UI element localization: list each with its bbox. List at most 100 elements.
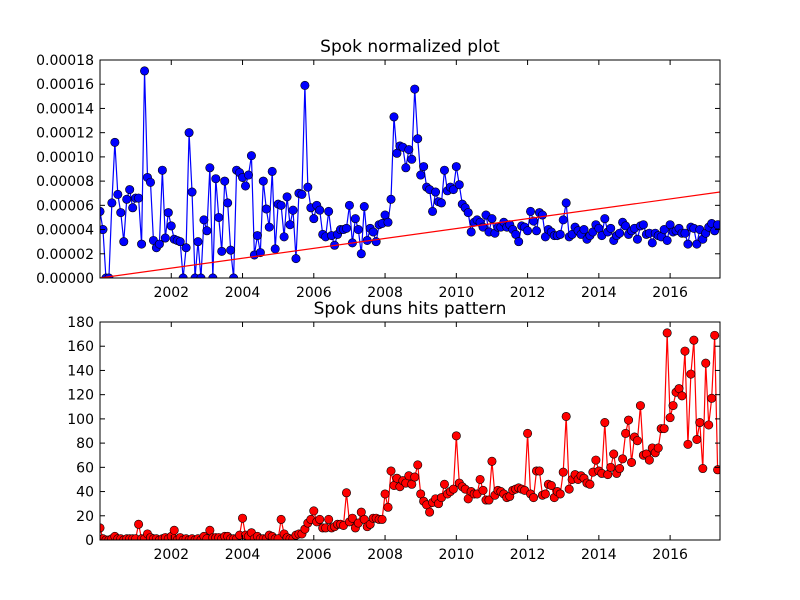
data-point <box>341 488 351 498</box>
x-tick-label: 2004 <box>225 547 261 563</box>
series-hits <box>100 328 720 540</box>
data-point <box>282 192 292 202</box>
data-point <box>692 434 702 444</box>
data-point <box>425 507 435 517</box>
data-point <box>529 493 539 503</box>
data-point <box>211 174 221 184</box>
data-point <box>276 514 286 524</box>
data-point <box>561 198 571 208</box>
data-point <box>555 229 565 239</box>
x-tick-label: 2016 <box>652 285 688 301</box>
y-tick-label: 140 <box>67 363 94 379</box>
data-point <box>122 194 132 204</box>
x-tick-label: 2006 <box>296 285 332 301</box>
y-tick-label: 0.00012 <box>36 126 94 142</box>
top-chart-plot: 0.00000 0.00002 0.00004 0.00006 0.00008 0.000… <box>36 53 721 301</box>
data-point <box>419 162 429 172</box>
y-tick-label: 160 <box>67 339 94 355</box>
data-point <box>324 206 334 216</box>
data-point <box>713 220 720 230</box>
data-point <box>377 514 387 524</box>
data-point <box>653 443 663 453</box>
data-point <box>291 254 301 264</box>
data-point <box>368 227 378 237</box>
data-point <box>410 472 420 482</box>
y-tick-label: 100 <box>67 412 94 428</box>
data-point <box>680 346 690 356</box>
y-tick-label: 40 <box>76 485 94 501</box>
y-tick-label: 0.00014 <box>36 101 94 117</box>
data-point <box>659 424 669 434</box>
data-point <box>288 205 298 215</box>
top-chart: Spok normalized plot 0.000000.000020.000… <box>36 37 721 301</box>
data-point <box>252 231 262 241</box>
data-point <box>484 495 494 505</box>
data-point <box>591 455 601 465</box>
x-tick-label: 2016 <box>652 547 688 563</box>
data-point <box>487 214 497 224</box>
data-point <box>585 479 595 489</box>
data-point <box>680 228 690 238</box>
data-point <box>698 464 708 474</box>
data-point <box>175 237 185 247</box>
data-point <box>347 513 357 523</box>
x-tick-label: 2008 <box>367 547 403 563</box>
data-point <box>695 418 705 428</box>
y-tick-label: 120 <box>67 388 94 404</box>
data-point <box>315 514 325 524</box>
data-point <box>344 200 354 210</box>
data-point <box>710 330 720 340</box>
data-point <box>413 460 423 470</box>
data-point <box>704 420 714 430</box>
data-point <box>140 66 150 76</box>
data-point <box>107 198 117 208</box>
series-normalized <box>100 66 720 278</box>
data-point <box>692 239 702 249</box>
data-point <box>555 489 565 499</box>
data-point <box>454 180 464 190</box>
data-point <box>621 428 631 438</box>
y-tick-label: 0.00008 <box>36 174 94 190</box>
series-line-trend <box>100 191 720 278</box>
data-point <box>638 220 648 230</box>
data-point <box>487 456 497 466</box>
x-tick-label: 2012 <box>510 285 546 301</box>
data-point <box>600 418 610 428</box>
data-point <box>564 484 574 494</box>
data-point <box>416 170 426 180</box>
data-point <box>439 165 449 175</box>
data-point <box>137 239 147 249</box>
data-point <box>303 182 313 192</box>
data-point <box>632 436 642 446</box>
data-point <box>223 198 233 208</box>
x-tick-label: 2002 <box>153 285 189 301</box>
data-point <box>665 413 675 423</box>
data-point <box>683 239 693 249</box>
data-point <box>300 80 310 90</box>
data-point <box>187 187 197 197</box>
x-tick-label: 2006 <box>296 547 332 563</box>
data-point <box>110 137 120 147</box>
data-point <box>267 166 277 176</box>
data-point <box>475 474 485 484</box>
data-point <box>341 223 351 233</box>
data-point <box>540 489 550 499</box>
data-point <box>238 513 248 523</box>
data-point <box>523 428 533 438</box>
data-point <box>523 226 533 236</box>
x-tick-label: 2010 <box>439 547 475 563</box>
data-point <box>606 223 616 233</box>
data-point <box>217 246 227 256</box>
y-tick-label: 0.00000 <box>36 271 94 287</box>
data-point <box>401 163 411 173</box>
y-tick-label: 0.00016 <box>36 77 94 93</box>
data-point <box>285 220 295 230</box>
data-point <box>514 237 524 247</box>
y-tick-label: 60 <box>76 460 94 476</box>
data-point <box>309 506 319 516</box>
data-point <box>436 198 446 208</box>
data-point <box>166 221 176 231</box>
data-point <box>386 194 396 204</box>
